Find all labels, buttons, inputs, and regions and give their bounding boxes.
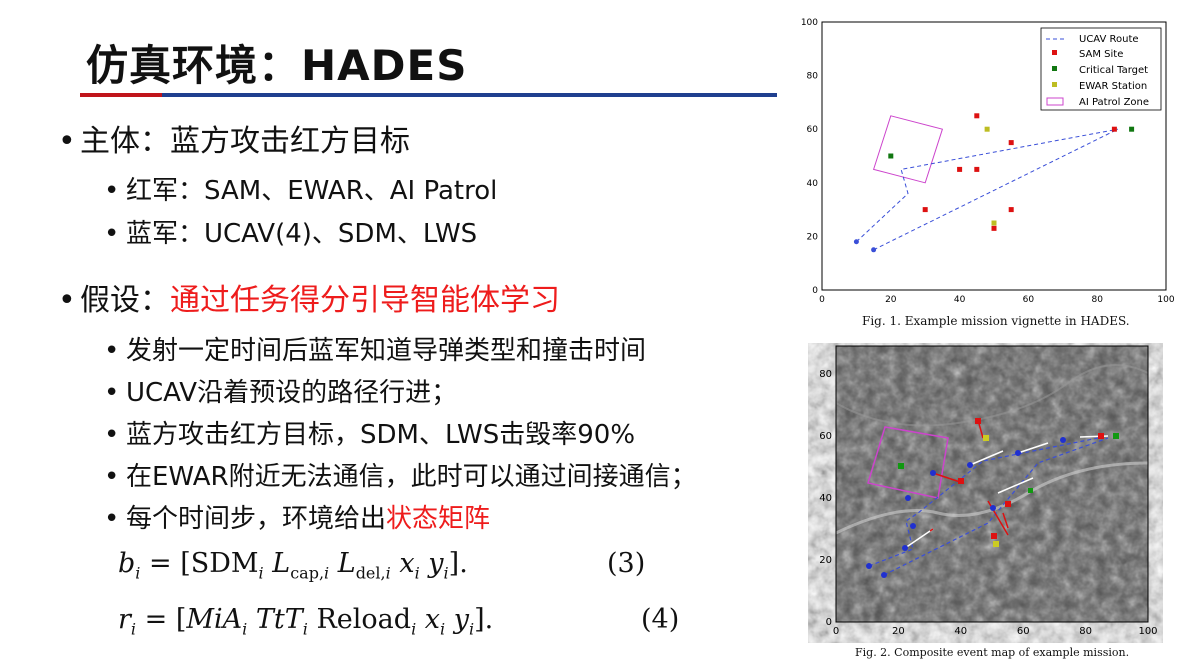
legend-ai-patrol-zone: AI Patrol Zone xyxy=(1079,97,1149,108)
ucav-route-1 xyxy=(856,128,1118,243)
title-underline-red xyxy=(80,93,162,97)
figure1-legend: UCAV Route SAM Site Critical Target EWAR… xyxy=(1040,27,1162,111)
bullet-ewar-comm: • 在EWAR附近无法通信，此时可以通过间接通信； xyxy=(104,462,697,492)
critical-target-marker xyxy=(1129,126,1135,132)
fig1-ytick: 80 xyxy=(807,72,819,82)
ucav-start-marker xyxy=(853,239,859,245)
fig1-ytick: 100 xyxy=(801,18,818,28)
critical-target-marker xyxy=(888,153,894,159)
sam-site-marker xyxy=(1008,207,1014,213)
assumption-highlight: 通过任务得分引导智能体学习 xyxy=(170,283,560,318)
event-route-2 xyxy=(883,437,1109,576)
fig1-xtick: 100 xyxy=(1157,295,1174,304)
ewar-station-marker xyxy=(984,126,990,132)
fig1-xtick: 40 xyxy=(954,295,966,304)
legend-sam-site: SAM Site xyxy=(1079,49,1123,60)
sam-site-marker xyxy=(991,225,997,231)
equation-b: bi = [SDMi Lcap,i Ldel,i xi yi]. xyxy=(118,548,468,583)
fig2-ytick: 40 xyxy=(819,493,832,504)
bullet-blue-army: • 蓝军：UCAV(4)、SDM、LWS xyxy=(104,219,478,249)
state-matrix-highlight: 状态矩阵 xyxy=(386,504,491,534)
equation-number-4: (4) xyxy=(641,604,680,635)
figure1-axis-ticks: 00 20 20 40 40 60 60 80 80 100 100 xyxy=(801,18,1175,304)
fig2-xtick: 20 xyxy=(892,626,905,637)
fig1-ytick: 40 xyxy=(807,179,819,189)
fig2-ytick: 60 xyxy=(819,431,832,442)
fig2-xtick: 40 xyxy=(954,626,967,637)
legend-ucav-route: UCAV Route xyxy=(1079,34,1139,45)
fig2-ytick: 80 xyxy=(819,369,832,380)
legend-critical-target: Critical Target xyxy=(1079,65,1148,76)
fig2-ytick: 20 xyxy=(819,555,832,566)
equation-number-3: (3) xyxy=(607,548,646,579)
event-patrol-zone xyxy=(867,426,949,499)
fig2-xtick: 0 xyxy=(833,626,839,637)
bullet-subject: • 主体：蓝方攻击红方目标 xyxy=(58,124,410,159)
slide-title: 仿真环境：HADES xyxy=(86,41,468,90)
fig1-xtick: 20 xyxy=(885,295,897,304)
fig1-ytick: 20 xyxy=(807,232,819,242)
figure1-caption: Fig. 1. Example mission vignette in HADE… xyxy=(862,314,1130,328)
fig1-ytick: 60 xyxy=(807,125,819,135)
fig1-xtick: 80 xyxy=(1091,295,1103,304)
fig2-xtick: 80 xyxy=(1079,626,1092,637)
ucav-route-2 xyxy=(873,128,1119,251)
figure2-axis-ticks: 0 20 40 60 80 100 0 20 40 60 80 xyxy=(819,369,1157,637)
title-underline-blue xyxy=(162,93,777,97)
figure1-mission-vignette: 00 20 20 40 40 60 60 80 80 100 100 UCAV Route SAM … xyxy=(801,18,1175,304)
bullet-missile-info: • 发射一定时间后蓝军知道导弹类型和撞击时间 xyxy=(104,336,647,366)
equation-r: ri = [MiAi TtTi Reloadi xi yi]. xyxy=(118,604,494,639)
bullet-state-matrix: • 每个时间步，环境给出状态矩阵 xyxy=(104,504,491,534)
sam-site-marker xyxy=(1111,126,1117,132)
bullet-red-army: • 红军：SAM、EWAR、AI Patrol xyxy=(104,176,498,206)
fig1-xtick: 0 xyxy=(819,295,825,304)
bullet-kill-rate: • 蓝方攻击红方目标，SDM、LWS击毁率90% xyxy=(104,420,636,450)
sam-site-marker xyxy=(922,207,928,213)
figure2-caption: Fig. 2. Composite event map of example m… xyxy=(855,646,1130,659)
patrol-zone xyxy=(872,115,944,184)
figure2-event-map: 0 20 40 60 80 100 0 20 40 60 80 xyxy=(819,345,1158,637)
event-markers xyxy=(866,418,1119,578)
ewar-station-marker xyxy=(991,220,997,226)
sam-site-marker xyxy=(974,113,980,119)
ucav-start-marker xyxy=(871,247,877,253)
fig2-xtick: 60 xyxy=(1017,626,1030,637)
fig1-ytick: 0 xyxy=(812,286,818,296)
sam-site-marker xyxy=(974,166,980,172)
bullet-ucav-route: • UCAV沿着预设的路径行进； xyxy=(104,378,458,408)
fig2-ytick: 0 xyxy=(826,617,832,628)
figure1-markers xyxy=(853,113,1135,253)
fig1-xtick: 60 xyxy=(1023,295,1035,304)
bullet-assumption: • 假设：通过任务得分引导智能体学习 xyxy=(58,283,560,318)
legend-ewar-station: EWAR Station xyxy=(1079,81,1147,92)
fig2-xtick: 100 xyxy=(1138,626,1157,637)
sam-site-marker xyxy=(957,166,963,172)
sam-site-marker xyxy=(1008,140,1014,146)
